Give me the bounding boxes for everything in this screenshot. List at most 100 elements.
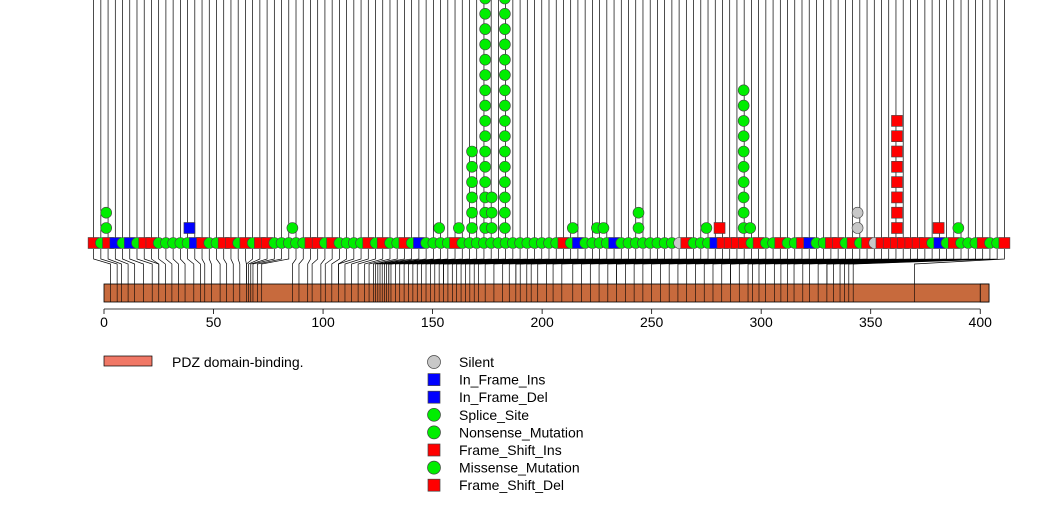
mutation-marker [479, 53, 491, 66]
x-tick-label: 300 [749, 314, 773, 330]
mutation-marker [891, 130, 903, 142]
mutation-marker [485, 222, 498, 234]
mutation-marker [499, 0, 511, 5]
connector-line [802, 249, 933, 284]
mutation-marker [479, 176, 491, 188]
stacked-markers [100, 0, 965, 234]
baseline-marker [998, 237, 1011, 249]
mutation-marker [737, 176, 750, 188]
mutation-marker [566, 222, 579, 234]
connector-line [216, 249, 221, 284]
connector-line [331, 249, 340, 284]
x-tick-label: 100 [311, 314, 335, 330]
connector-line [730, 249, 853, 284]
legend-item: Nonsense_Mutation [427, 424, 584, 440]
connector-line [598, 249, 738, 284]
connector-line [712, 249, 839, 284]
mutation-marker [479, 38, 491, 51]
connector-line [248, 249, 261, 284]
legend-label: Nonsense_Mutation [459, 424, 584, 440]
connector-line [250, 249, 268, 284]
mutation-marker [499, 8, 511, 20]
connector-line [438, 249, 543, 284]
legend-label: Splice_Site [459, 407, 529, 423]
mutation-marker [499, 38, 511, 51]
legend-swatch [427, 390, 441, 404]
mutation-marker [851, 222, 864, 234]
connector-line [502, 249, 637, 284]
mutation-marker [479, 130, 491, 142]
connector-line [552, 249, 702, 284]
mutation-marker [499, 53, 511, 66]
connector-line [172, 249, 179, 284]
connector-line [261, 249, 290, 284]
connector-line [122, 249, 136, 284]
connector-line [616, 249, 759, 284]
connector-line [460, 249, 586, 284]
mutation-marker [952, 222, 965, 234]
connector-line [443, 249, 557, 284]
connector-line [403, 249, 485, 284]
connector-line [292, 249, 297, 284]
connector-line [747, 249, 875, 284]
mutation-marker [479, 161, 491, 173]
connector-line [379, 249, 420, 284]
mutation-marker [479, 23, 491, 35]
connector-line [368, 249, 391, 284]
connector-line [307, 249, 311, 284]
connector-line [129, 249, 144, 284]
connector-line [826, 249, 962, 284]
connector-line [246, 249, 253, 284]
domain-box [979, 283, 990, 303]
x-tick-label: 200 [530, 314, 554, 330]
mutation-marker [466, 191, 478, 204]
connector-line [844, 249, 984, 284]
mutation-marker [737, 191, 750, 204]
connector-line [752, 249, 882, 284]
connector-line [344, 249, 362, 284]
mutation-marker [479, 8, 491, 20]
connector-line [180, 249, 186, 284]
mutation-marker [499, 23, 511, 35]
connector-line [373, 249, 398, 284]
mutation-marker [891, 176, 903, 188]
mutation-marker [466, 145, 478, 158]
connector-line [324, 249, 333, 284]
connector-line [546, 249, 694, 284]
connector-line [826, 249, 955, 284]
mutation-marker [700, 222, 713, 234]
mutation-marker [737, 145, 750, 158]
connector-line [390, 249, 463, 284]
mutation-marker [632, 206, 645, 219]
mutation-marker [499, 206, 511, 219]
connector-line [165, 249, 173, 284]
connector-line [817, 249, 947, 284]
connector-line [208, 249, 212, 284]
mutation-marker [499, 145, 511, 158]
baseline-markers [87, 237, 1011, 249]
legend-swatch [427, 478, 441, 492]
connector-line [852, 249, 998, 284]
connector-line [386, 249, 441, 284]
legend-item: Frame_Shift_Ins [427, 442, 562, 458]
mutation-marker [479, 69, 491, 81]
connector-line [456, 249, 579, 284]
connector-line [351, 249, 369, 284]
connector-line [508, 249, 644, 284]
legend-swatch [427, 460, 441, 475]
legend-item: Silent [427, 354, 494, 370]
connector-line [223, 249, 228, 284]
legend-swatch [427, 425, 441, 440]
mutation-marker [499, 191, 511, 204]
mutation-marker [597, 222, 610, 234]
mutation-marker [851, 206, 864, 219]
mutation-marker [499, 222, 511, 234]
mutation-marker [891, 115, 903, 127]
mutation-marker [183, 222, 196, 234]
mutation-marker [466, 176, 478, 188]
connector-line [194, 249, 201, 284]
connector-line [114, 249, 129, 284]
mutation-marker [499, 84, 511, 97]
connector-line [589, 249, 731, 284]
connector-line [839, 249, 976, 284]
